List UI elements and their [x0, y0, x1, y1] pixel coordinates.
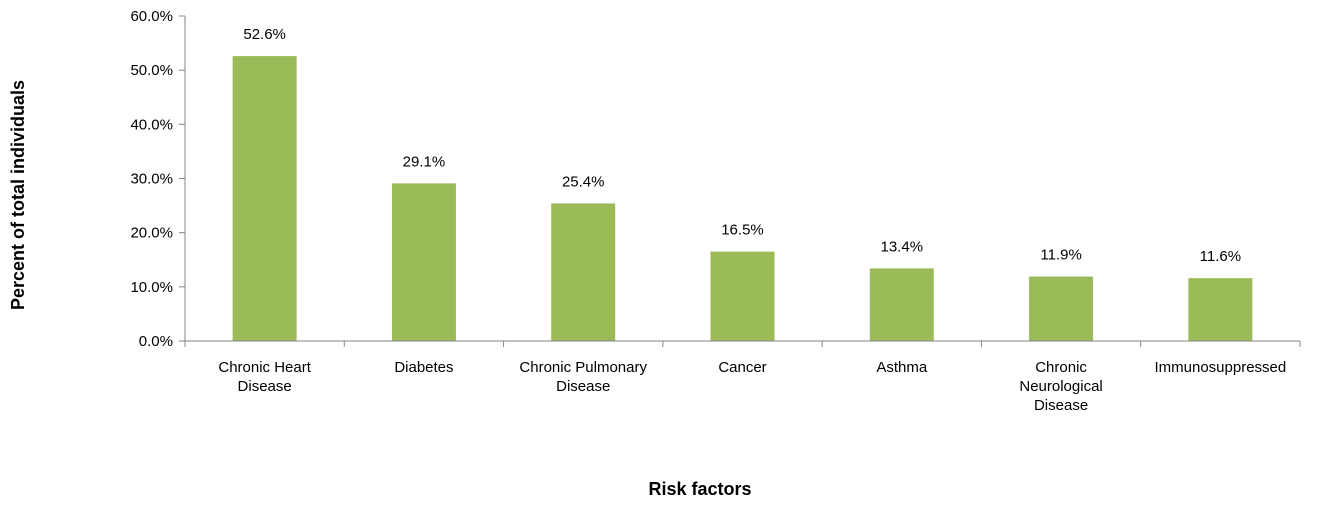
x-axis-title: Risk factors: [648, 479, 751, 499]
category-labels: Chronic Heart Disease Diabetes Chronic Pulm…: [218, 359, 1286, 414]
category-label: Diabetes: [394, 359, 453, 376]
y-axis-title: Percent of total individuals: [8, 80, 28, 310]
bar: [1188, 278, 1253, 341]
y-tick-label: 50.0%: [130, 62, 173, 79]
category-label: Chronic Heart: [218, 359, 311, 376]
category-label: Chronic: [1035, 359, 1087, 376]
bar: [551, 203, 616, 341]
x-axis-ticks: [184, 341, 1301, 347]
y-axis-ticks: 0.0% 10.0% 20.0% 30.0% 40.0% 50.0% 60.0%: [130, 8, 185, 350]
category-label: Disease: [238, 378, 292, 395]
bar: [232, 56, 297, 341]
bar: [869, 268, 934, 341]
category-label: Asthma: [876, 359, 928, 376]
data-label: 13.4%: [881, 238, 924, 255]
bar: [710, 251, 775, 341]
y-tick-label: 10.0%: [130, 279, 173, 296]
category-label: Immunosuppressed: [1154, 359, 1286, 376]
category-label: Neurological: [1019, 378, 1102, 395]
data-label: 25.4%: [562, 173, 605, 190]
data-label: 11.6%: [1200, 248, 1241, 265]
category-label: Cancer: [718, 359, 766, 376]
data-labels: 52.6% 29.1% 25.4% 16.5% 13.4% 11.9% 11.6%: [243, 26, 1241, 265]
data-label: 29.1%: [403, 153, 446, 170]
bar: [1029, 276, 1094, 341]
data-label: 52.6%: [243, 26, 286, 43]
bar: [391, 183, 456, 341]
category-label: Disease: [556, 378, 610, 395]
category-label: Disease: [1034, 397, 1088, 414]
category-label: Chronic Pulmonary: [519, 359, 647, 376]
bars: [232, 56, 1253, 341]
data-label: 16.5%: [721, 222, 764, 239]
y-tick-label: 20.0%: [130, 225, 173, 242]
y-tick-label: 60.0%: [130, 8, 173, 25]
y-tick-label: 30.0%: [130, 171, 173, 188]
y-tick-label: 0.0%: [139, 333, 173, 350]
data-label: 11.9%: [1040, 247, 1081, 264]
y-tick-label: 40.0%: [130, 116, 173, 133]
